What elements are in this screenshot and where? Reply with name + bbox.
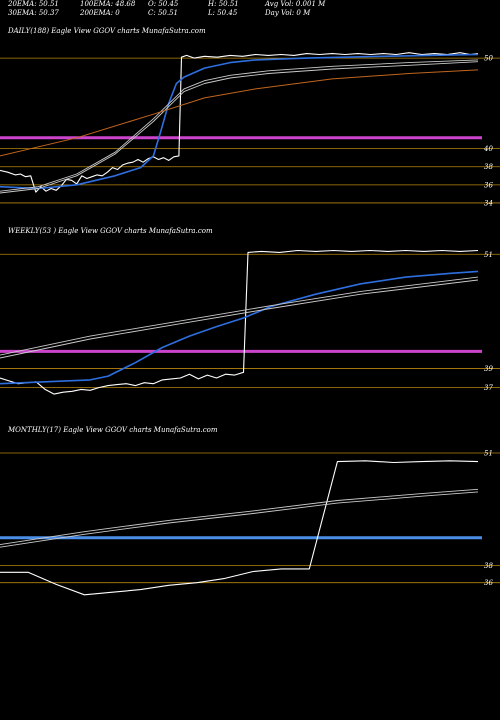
monthly-ema_mid_2-line (0, 491, 479, 548)
header-close: C: 50.51 (148, 9, 178, 17)
weekly-ema_fast-line (0, 270, 479, 385)
weekly-tick-label: 39 (484, 365, 493, 373)
weekly-panel-label: WEEKLY(53 ) Eagle View GGOV charts Munaf… (8, 227, 213, 235)
daily-tick-label: 50 (484, 55, 493, 63)
monthly-tick-label: 36 (484, 579, 493, 587)
daily-panel-label: DAILY(188) Eagle View GGOV charts Munafa… (8, 27, 206, 35)
header-100ema: 100EMA: 48.68 (80, 0, 136, 8)
header-high: H: 50.51 (208, 0, 239, 8)
header-day-vol: Day Vol: 0 M (265, 9, 311, 17)
daily-ema_mid_1-line (0, 59, 479, 192)
monthly-ema_mid_1-line (0, 488, 479, 546)
weekly-ema_mid_1-line (0, 276, 479, 356)
header-open: O: 50.45 (148, 0, 179, 8)
daily-tick-label: 36 (484, 181, 493, 189)
daily-ema_slow-line (0, 69, 479, 157)
header-20ema: 20EMA: 50.51 (8, 0, 59, 8)
daily-tick-label: 34 (484, 199, 493, 207)
monthly-price-line (0, 460, 479, 596)
weekly-price-line (0, 249, 479, 395)
weekly-tick-label: 51 (484, 251, 493, 259)
header-low: L: 50.45 (208, 9, 238, 17)
monthly-tick-label: 38 (484, 562, 493, 570)
monthly-tick-label: 51 (484, 449, 493, 457)
header-avg-vol: Avg Vol: 0.001 M (265, 0, 326, 8)
header-30ema: 30EMA: 50.37 (8, 9, 59, 17)
monthly-panel-label: MONTHLY(17) Eagle View GGOV charts Munaf… (8, 426, 218, 434)
daily-ema_fast-line (0, 53, 479, 190)
daily-tick-label: 40 (483, 145, 493, 153)
weekly-ema_mid_2-line (0, 279, 479, 359)
daily-ema_mid_2-line (0, 61, 479, 194)
weekly-tick-label: 37 (484, 384, 493, 392)
daily-price-line (0, 52, 479, 193)
daily-tick-label: 38 (484, 163, 493, 171)
header-200ema: 200EMA: 0 (80, 9, 120, 17)
